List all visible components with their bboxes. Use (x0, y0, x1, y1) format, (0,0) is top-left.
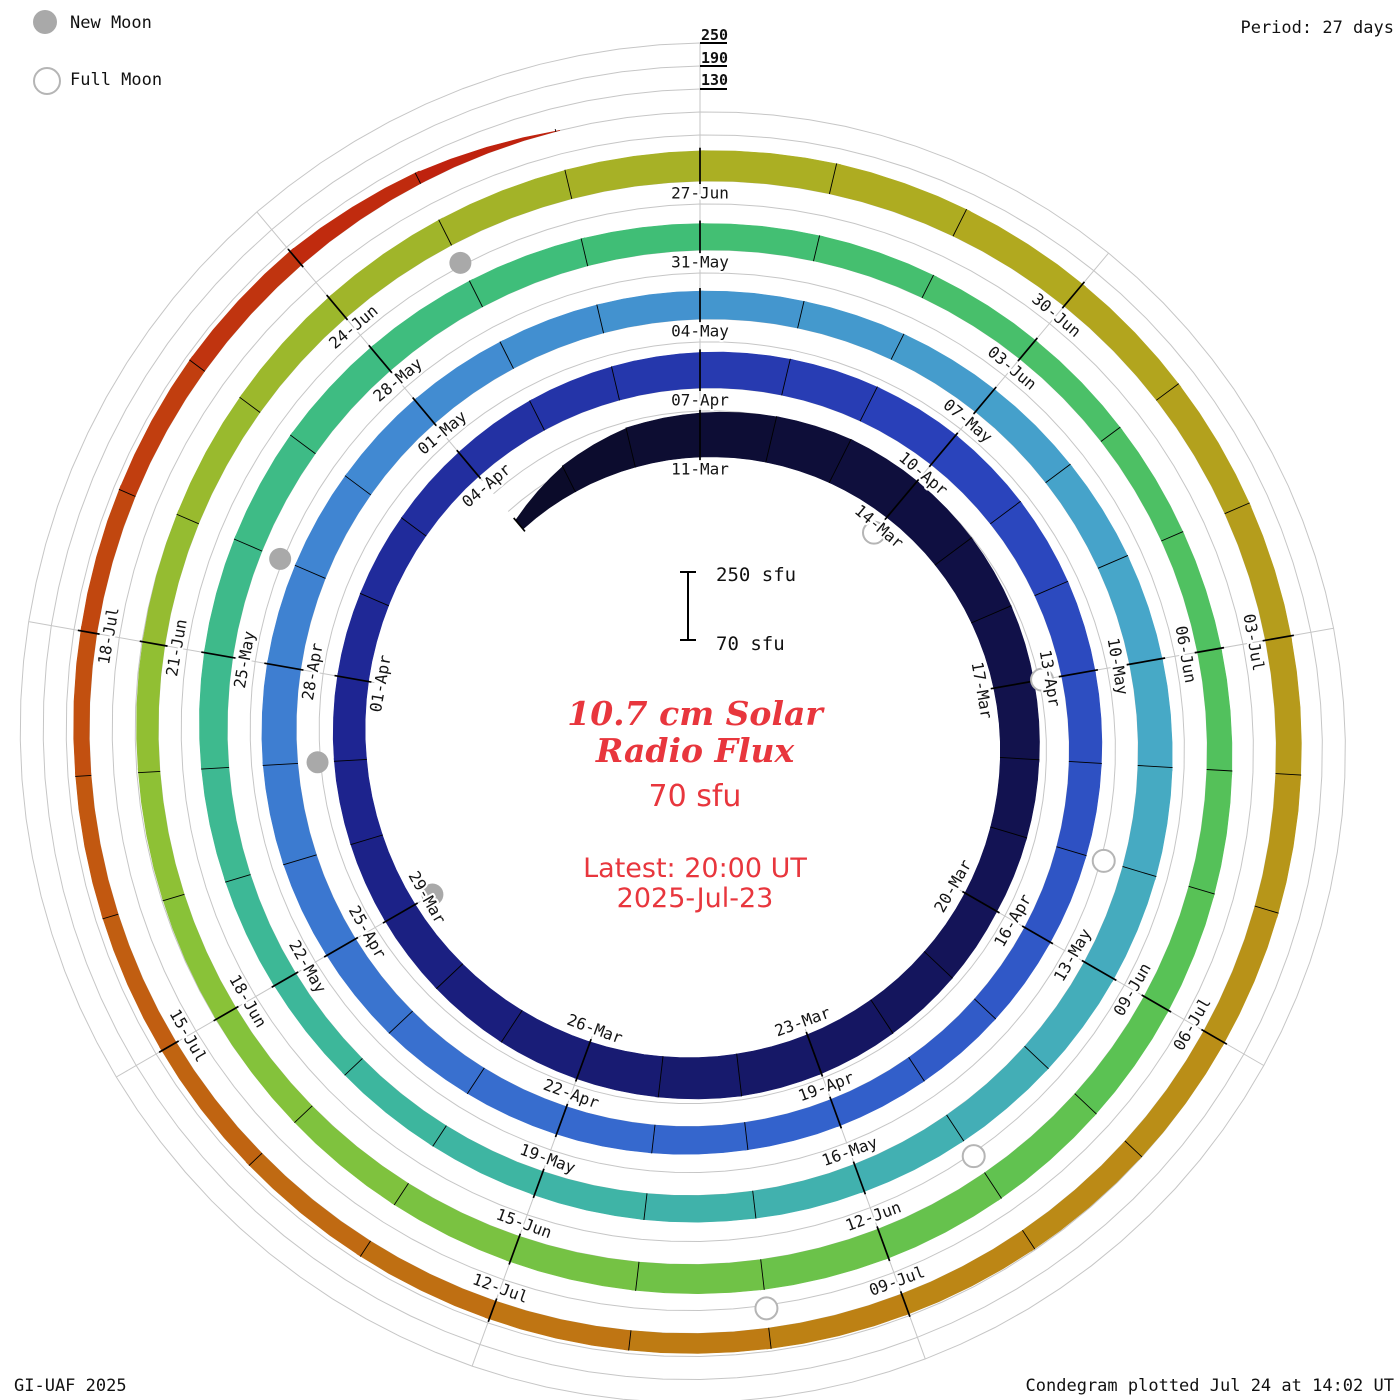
radial-axis-label-130: 130 (701, 71, 729, 89)
date-label-04-May: 04-May (671, 322, 729, 341)
period-label: Period: 27 days (1240, 18, 1394, 38)
scale-bar-line (687, 571, 689, 641)
credit-label: GI-UAF 2025 (14, 1376, 127, 1396)
date-label-31-May: 31-May (671, 253, 729, 272)
chart-title: 10.7 cm Solar Radio Flux (420, 695, 970, 769)
latest-timestamp: Latest: 20:00 UT 2025-Jul-23 (420, 854, 970, 914)
chart-title-line2: Radio Flux (595, 731, 795, 770)
date-label-11-Mar: 11-Mar (671, 460, 729, 479)
new-moon-icon (33, 10, 57, 34)
latest-timestamp-line2: 2025-Jul-23 (616, 883, 774, 914)
new-moon-legend-label: New Moon (70, 13, 152, 33)
date-label-07-Apr: 07-Apr (671, 391, 729, 410)
radial-axis-label-190: 190 (701, 49, 729, 67)
radial-axis-tick-130 (700, 88, 727, 90)
scale-bar-max-label: 250 sfu (716, 564, 797, 586)
scale-bar-min-label: 70 sfu (716, 633, 785, 655)
date-label-27-Jun: 27-Jun (671, 184, 729, 203)
full-moon-legend-label: Full Moon (70, 70, 163, 90)
radial-axis-label-250: 250 (701, 26, 729, 44)
radial-axis-tick-250 (700, 42, 727, 44)
full-moon-icon (33, 67, 61, 95)
scale-bar-bottom-cap (680, 639, 696, 641)
center-annotations: 10.7 cm Solar Radio Flux 70 sfu Latest: … (420, 695, 970, 914)
flux-scale-bar (680, 571, 696, 641)
latest-flux-value: 70 sfu (648, 779, 742, 814)
latest-timestamp-line1: Latest: 20:00 UT (583, 853, 807, 884)
radial-axis-tick-190 (700, 65, 727, 67)
chart-title-line1: 10.7 cm Solar (567, 694, 823, 733)
plotted-timestamp-label: Condegram plotted Jul 24 at 14:02 UT (1025, 1376, 1394, 1396)
